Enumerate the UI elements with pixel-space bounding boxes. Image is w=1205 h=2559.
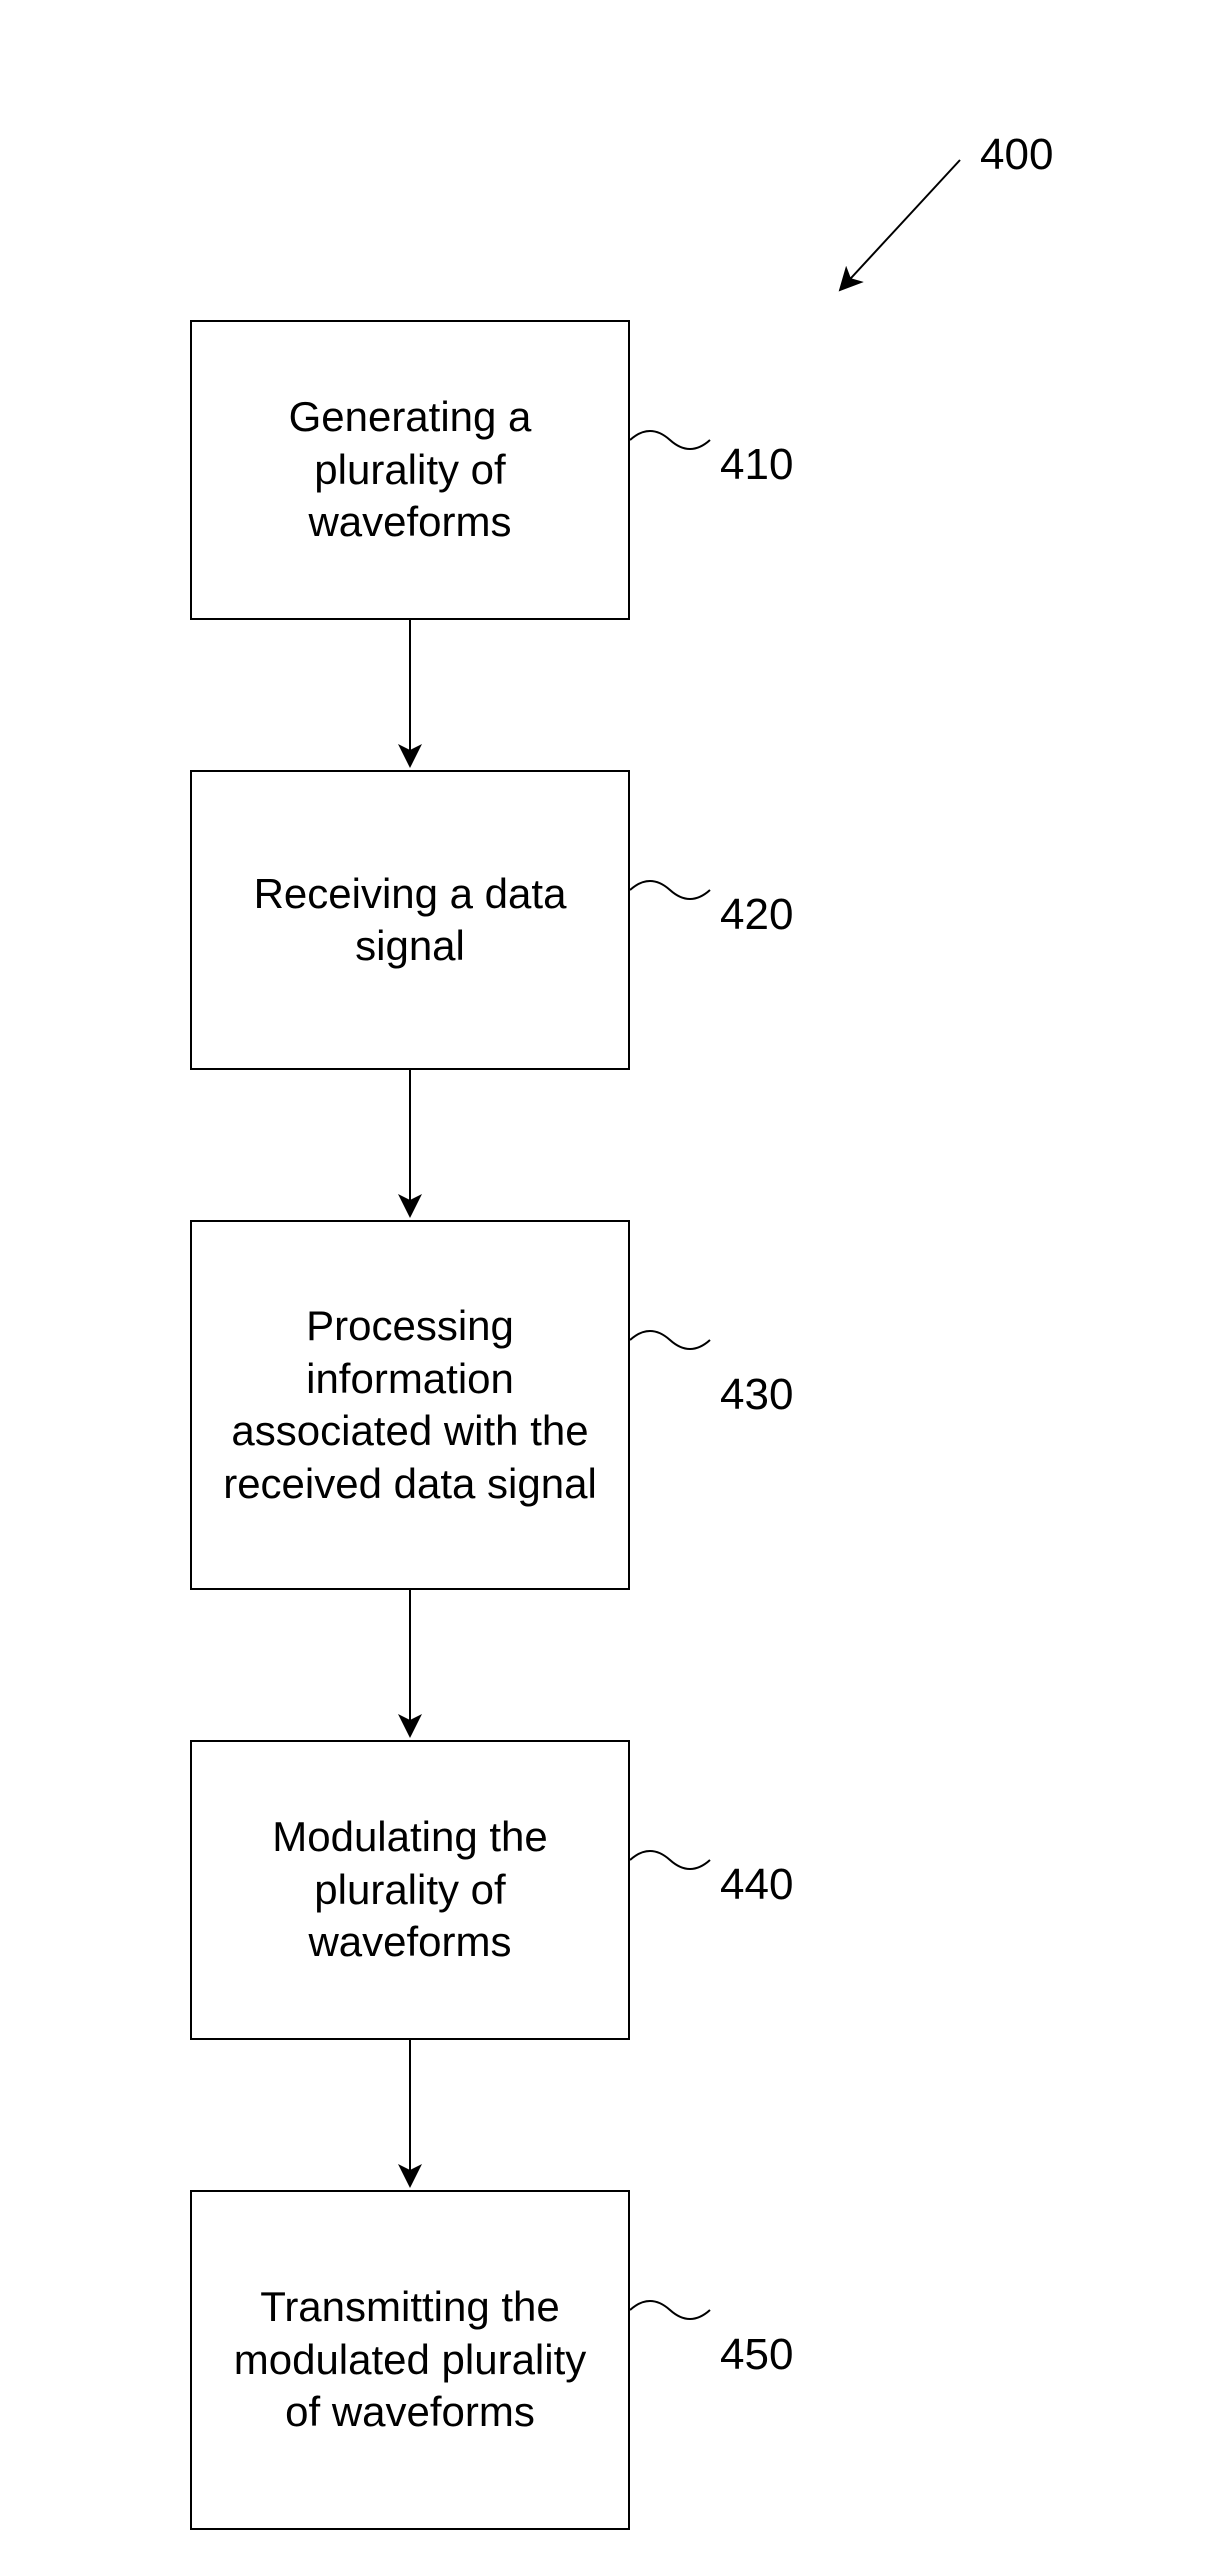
flowchart-node-ref-label: 440 bbox=[720, 1860, 793, 1910]
flowchart-node: Transmitting the modulated plurality of … bbox=[190, 2190, 630, 2530]
flowchart-node-text: Processing information associated with t… bbox=[212, 1300, 608, 1510]
flowchart-node-ref-label: 410 bbox=[720, 440, 793, 490]
flowchart-node-text: Modulating the plurality of waveforms bbox=[212, 1811, 608, 1969]
flowchart-node-ref-label: 450 bbox=[720, 2330, 793, 2380]
flowchart-node-ref-label: 430 bbox=[720, 1370, 793, 1420]
flowchart-node-text: Transmitting the modulated plurality of … bbox=[212, 2281, 608, 2439]
flowchart-node: Modulating the plurality of waveforms bbox=[190, 1740, 630, 2040]
flowchart-node-ref-label: 420 bbox=[720, 890, 793, 940]
figure-reference-label: 400 bbox=[980, 130, 1053, 180]
flowchart-node: Generating a plurality of waveforms bbox=[190, 320, 630, 620]
flowchart-node-text: Receiving a data signal bbox=[212, 868, 608, 973]
flowchart-node: Receiving a data signal bbox=[190, 770, 630, 1070]
flowchart-canvas: 400 Generating a plurality of waveforms 4… bbox=[0, 0, 1205, 2559]
flowchart-node: Processing information associated with t… bbox=[190, 1220, 630, 1590]
flowchart-node-text: Generating a plurality of waveforms bbox=[212, 391, 608, 549]
